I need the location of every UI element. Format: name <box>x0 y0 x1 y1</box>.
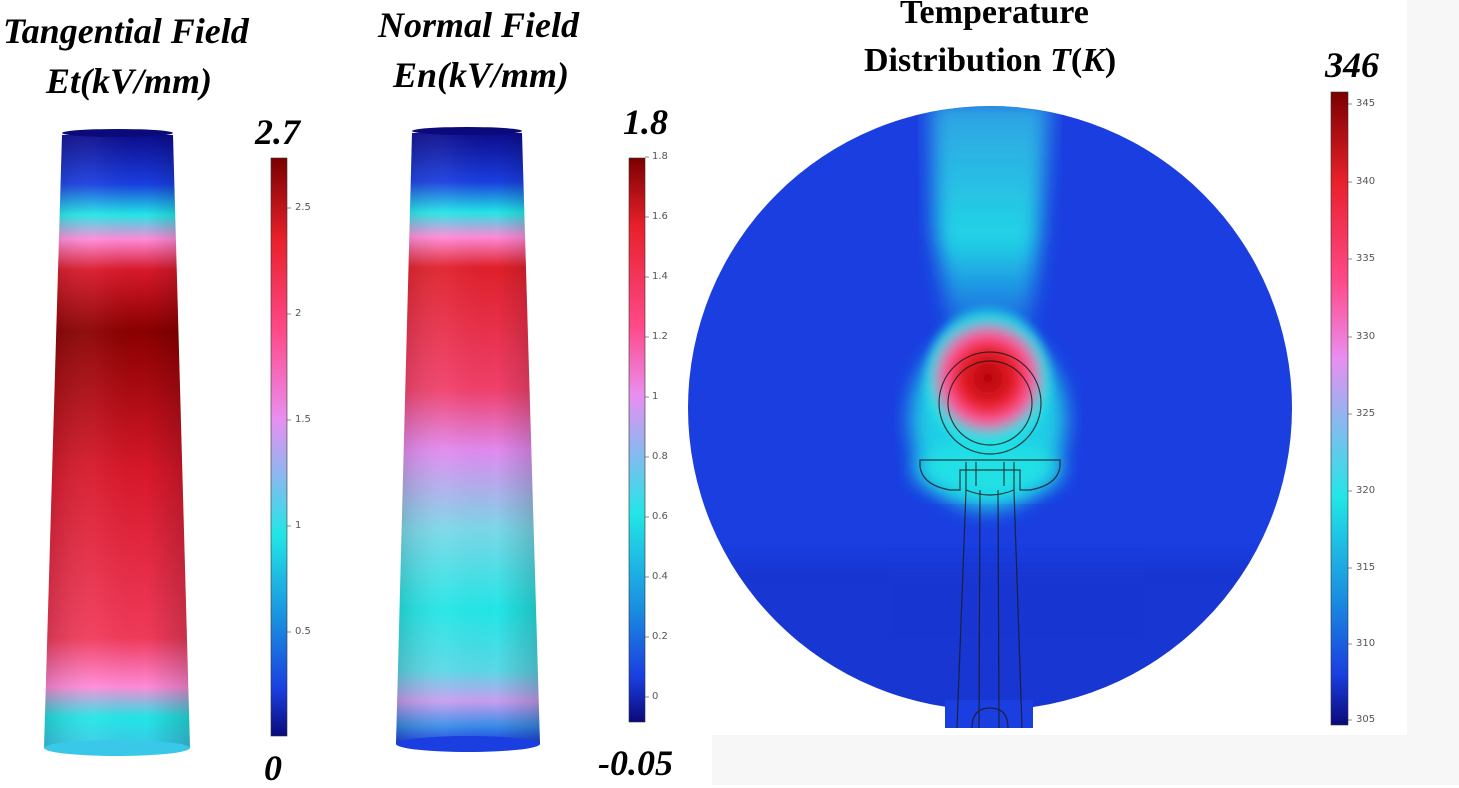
tangential-min-label: 0 <box>264 748 282 788</box>
temperature-disc <box>688 106 1292 729</box>
temperature-tick: 310 <box>1356 638 1376 649</box>
tangential-colorbar <box>270 157 288 737</box>
temperature-title-var: T <box>1050 42 1071 79</box>
normal-tick: 0.8 <box>652 451 668 462</box>
normal-tick: 0.4 <box>652 571 668 582</box>
temperature-title-unit: K <box>1082 42 1105 79</box>
normal-tick: 1.8 <box>652 151 668 162</box>
normal-tick: 1.4 <box>652 271 668 282</box>
normal-title-line2: En(kV/mm) <box>393 55 570 95</box>
temperature-tick: 320 <box>1356 485 1376 496</box>
temperature-title-line2: Distribution T(K) <box>864 44 1116 78</box>
tangential-tick: 2 <box>295 308 302 319</box>
temperature-tick: 325 <box>1356 408 1376 419</box>
temperature-title-line1: Temperature <box>900 0 1089 31</box>
temperature-tick: 340 <box>1356 176 1376 187</box>
temperature-title-prefix: Distribution <box>864 42 1051 79</box>
normal-tick: 1.2 <box>652 331 668 342</box>
tangential-title-line2: Et(kV/mm) <box>46 61 213 101</box>
tangential-max-label: 2.7 <box>255 112 300 152</box>
bottom-margin <box>712 735 1459 785</box>
normal-max-label: 1.8 <box>623 102 668 142</box>
tangential-tick: 1 <box>295 520 302 531</box>
temperature-tick: 335 <box>1356 253 1376 264</box>
temperature-tick: 305 <box>1356 714 1376 725</box>
tangential-tick: 2.5 <box>295 202 311 213</box>
tangential-colorbar-ticks <box>287 207 291 633</box>
tangential-tick: 0.5 <box>295 626 311 637</box>
normal-min-label: -0.05 <box>598 743 673 783</box>
normal-field-column <box>396 127 540 752</box>
temperature-tick: 330 <box>1356 331 1376 342</box>
normal-colorbar-ticks <box>645 156 649 698</box>
temperature-title-paren-close: ) <box>1104 42 1117 79</box>
temperature-colorbar-ticks <box>1348 103 1352 721</box>
normal-tick: 1 <box>652 391 659 402</box>
tangential-tick: 1.5 <box>295 414 311 425</box>
normal-tick: 1.6 <box>652 211 668 222</box>
temperature-tick: 315 <box>1356 562 1376 573</box>
normal-tick: 0.6 <box>652 511 668 522</box>
right-margin <box>1407 0 1459 785</box>
temperature-max-label: 346 <box>1325 45 1379 85</box>
temperature-tick: 345 <box>1356 98 1376 109</box>
temperature-title-paren-open: ( <box>1070 42 1083 79</box>
normal-colorbar <box>628 157 646 723</box>
temperature-colorbar <box>1330 91 1349 726</box>
normal-tick: 0.2 <box>652 631 668 642</box>
tangential-title-line1: Tangential Field <box>3 11 249 51</box>
normal-title-line1: Normal Field <box>378 5 580 45</box>
normal-tick: 0 <box>652 691 659 702</box>
tangential-field-column <box>44 129 190 756</box>
